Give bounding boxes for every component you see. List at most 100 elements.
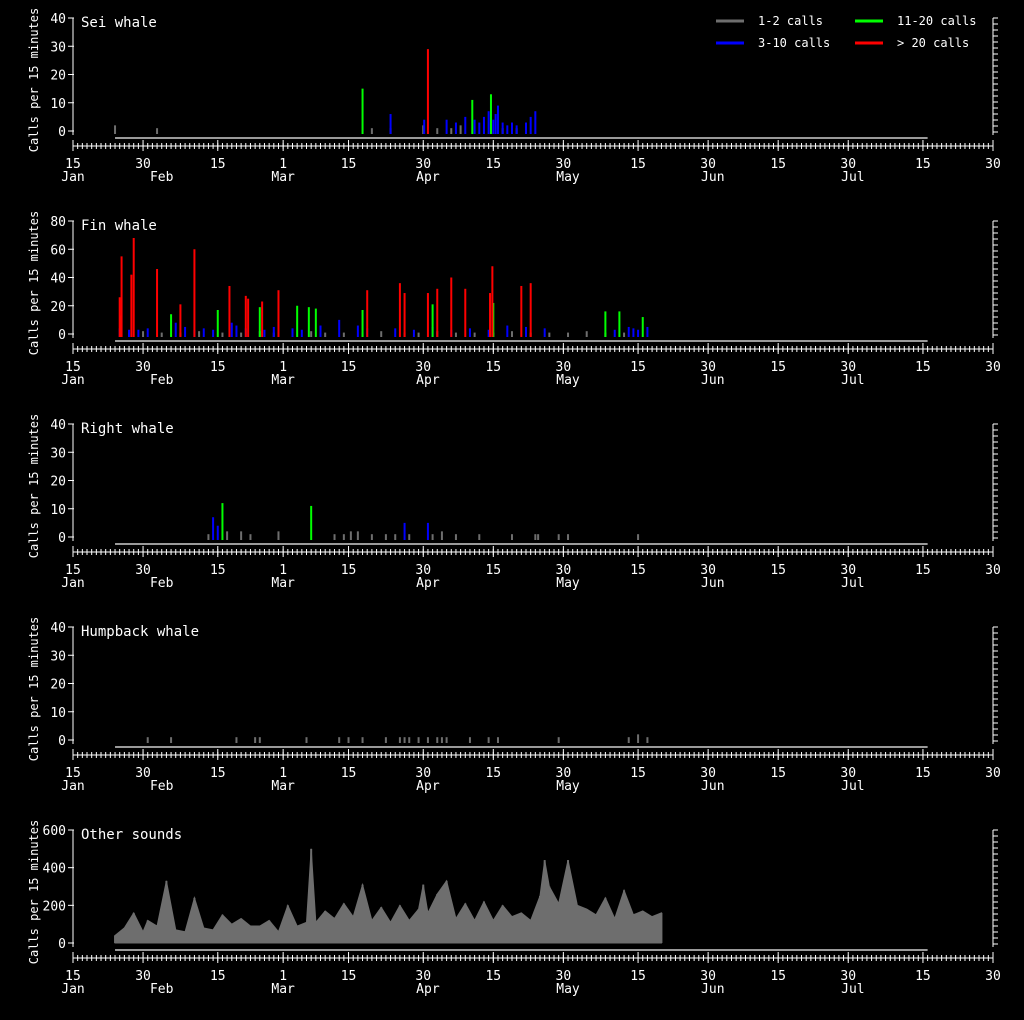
x-month-label: Mar xyxy=(271,576,295,591)
x-tick-label: 30 xyxy=(700,563,716,578)
y-tick-label: 40 xyxy=(50,418,66,433)
y-tick-label: 40 xyxy=(50,621,66,636)
x-tick-label: 30 xyxy=(135,969,151,984)
panel-title: Sei whale xyxy=(81,15,157,31)
x-month-label: May xyxy=(556,576,580,591)
x-month-label: Feb xyxy=(150,170,174,185)
x-tick-label: 30 xyxy=(556,563,572,578)
x-month-label: Jun xyxy=(701,576,724,591)
y-tick-label: 60 xyxy=(50,243,66,258)
y-tick-label: 200 xyxy=(43,899,66,914)
x-month-label: Jan xyxy=(61,373,84,388)
x-tick-label: 15 xyxy=(485,157,501,172)
x-month-label: Jun xyxy=(701,982,724,997)
x-month-label: Jan xyxy=(61,170,84,185)
x-tick-label: 15 xyxy=(210,157,226,172)
x-tick-label: 15 xyxy=(210,360,226,375)
y-tick-label: 0 xyxy=(58,734,66,749)
y-tick-label: 10 xyxy=(50,706,66,721)
x-tick-label: 30 xyxy=(985,563,1001,578)
x-tick-label: 15 xyxy=(485,766,501,781)
x-tick-label: 1 xyxy=(279,969,287,984)
x-tick-label: 30 xyxy=(556,360,572,375)
x-tick-label: 15 xyxy=(341,563,357,578)
y-axis-label: Calls per 15 minutes xyxy=(27,8,41,153)
x-tick-label: 15 xyxy=(341,157,357,172)
panel-fin-whale: Fin whale Calls per 15 minutes 0 20 40 60 80 15… xyxy=(27,211,1001,388)
x-tick-label: 1 xyxy=(279,157,287,172)
x-tick-label: 15 xyxy=(630,969,646,984)
x-month-label: Jun xyxy=(701,170,724,185)
y-tick-label: 10 xyxy=(50,97,66,112)
x-tick-label: 15 xyxy=(210,969,226,984)
x-tick-label: 30 xyxy=(556,766,572,781)
x-tick-label: 30 xyxy=(700,766,716,781)
x-tick-label: 15 xyxy=(485,563,501,578)
x-month-label: Apr xyxy=(416,170,440,185)
x-tick-label: 15 xyxy=(915,157,931,172)
panel-title: Fin whale xyxy=(81,218,157,234)
x-tick-label: 15 xyxy=(770,969,786,984)
y-tick-label: 30 xyxy=(50,40,66,55)
x-month-label: Jul xyxy=(841,373,864,388)
y-tick-label: 400 xyxy=(43,862,66,877)
legend-label: 3-10 calls xyxy=(758,36,830,50)
x-month-label: Jul xyxy=(841,576,864,591)
x-tick-label: 30 xyxy=(985,766,1001,781)
legend: 1-2 calls 3-10 calls 11-20 calls > 20 calls xyxy=(716,14,976,50)
x-tick-label: 30 xyxy=(985,157,1001,172)
x-tick-label: 15 xyxy=(915,360,931,375)
y-tick-label: 30 xyxy=(50,649,66,664)
panel-sei-whale: Sei whale Calls per 15 minutes 0 10 20 30 40 15… xyxy=(27,8,1001,185)
x-month-label: Apr xyxy=(416,576,440,591)
x-month-label: Mar xyxy=(271,779,295,794)
x-tick-label: 30 xyxy=(135,157,151,172)
x-tick-label: 30 xyxy=(700,360,716,375)
y-tick-label: 20 xyxy=(50,475,66,490)
x-tick-label: 30 xyxy=(985,969,1001,984)
other-sounds-area xyxy=(114,848,662,944)
y-axis-label: Calls per 15 minutes xyxy=(27,211,41,356)
x-tick-label: 30 xyxy=(415,766,431,781)
x-tick-label: 15 xyxy=(65,157,81,172)
legend-label: 11-20 calls xyxy=(897,14,976,28)
x-tick-label: 1 xyxy=(279,360,287,375)
x-tick-label: 30 xyxy=(700,157,716,172)
x-tick-label: 30 xyxy=(840,969,856,984)
x-tick-label: 15 xyxy=(65,360,81,375)
y-tick-label: 600 xyxy=(43,824,66,839)
x-month-label: Mar xyxy=(271,373,295,388)
x-tick-label: 30 xyxy=(840,563,856,578)
x-tick-label: 15 xyxy=(915,563,931,578)
x-month-label: Feb xyxy=(150,373,174,388)
panel-humpback-whale: Humpback whale Calls per 15 minutes 0 10 20 3… xyxy=(27,617,1001,794)
panel-title: Humpback whale xyxy=(81,624,199,640)
x-month-label: Jun xyxy=(701,779,724,794)
x-tick-label: 15 xyxy=(210,766,226,781)
x-tick-label: 1 xyxy=(279,563,287,578)
x-tick-label: 15 xyxy=(65,563,81,578)
y-tick-label: 30 xyxy=(50,446,66,461)
x-tick-label: 30 xyxy=(415,969,431,984)
x-tick-label: 30 xyxy=(135,766,151,781)
panel-title: Other sounds xyxy=(81,827,182,843)
y-tick-label: 80 xyxy=(50,215,66,230)
x-month-label: Feb xyxy=(150,576,174,591)
panel-other-sounds: Other sounds Calls per 15 minutes 0 200 400 6… xyxy=(27,820,1001,997)
x-month-label: Jan xyxy=(61,779,84,794)
x-tick-label: 30 xyxy=(415,563,431,578)
x-tick-label: 30 xyxy=(556,969,572,984)
x-tick-label: 30 xyxy=(135,563,151,578)
x-tick-label: 30 xyxy=(415,360,431,375)
x-tick-label: 15 xyxy=(630,766,646,781)
x-month-label: Jan xyxy=(61,982,84,997)
x-tick-label: 15 xyxy=(915,766,931,781)
x-month-label: Jul xyxy=(841,779,864,794)
x-month-label: May xyxy=(556,170,580,185)
y-tick-label: 0 xyxy=(58,937,66,952)
x-tick-label: 15 xyxy=(210,563,226,578)
x-tick-label: 15 xyxy=(341,360,357,375)
y-axis-label: Calls per 15 minutes xyxy=(27,414,41,559)
